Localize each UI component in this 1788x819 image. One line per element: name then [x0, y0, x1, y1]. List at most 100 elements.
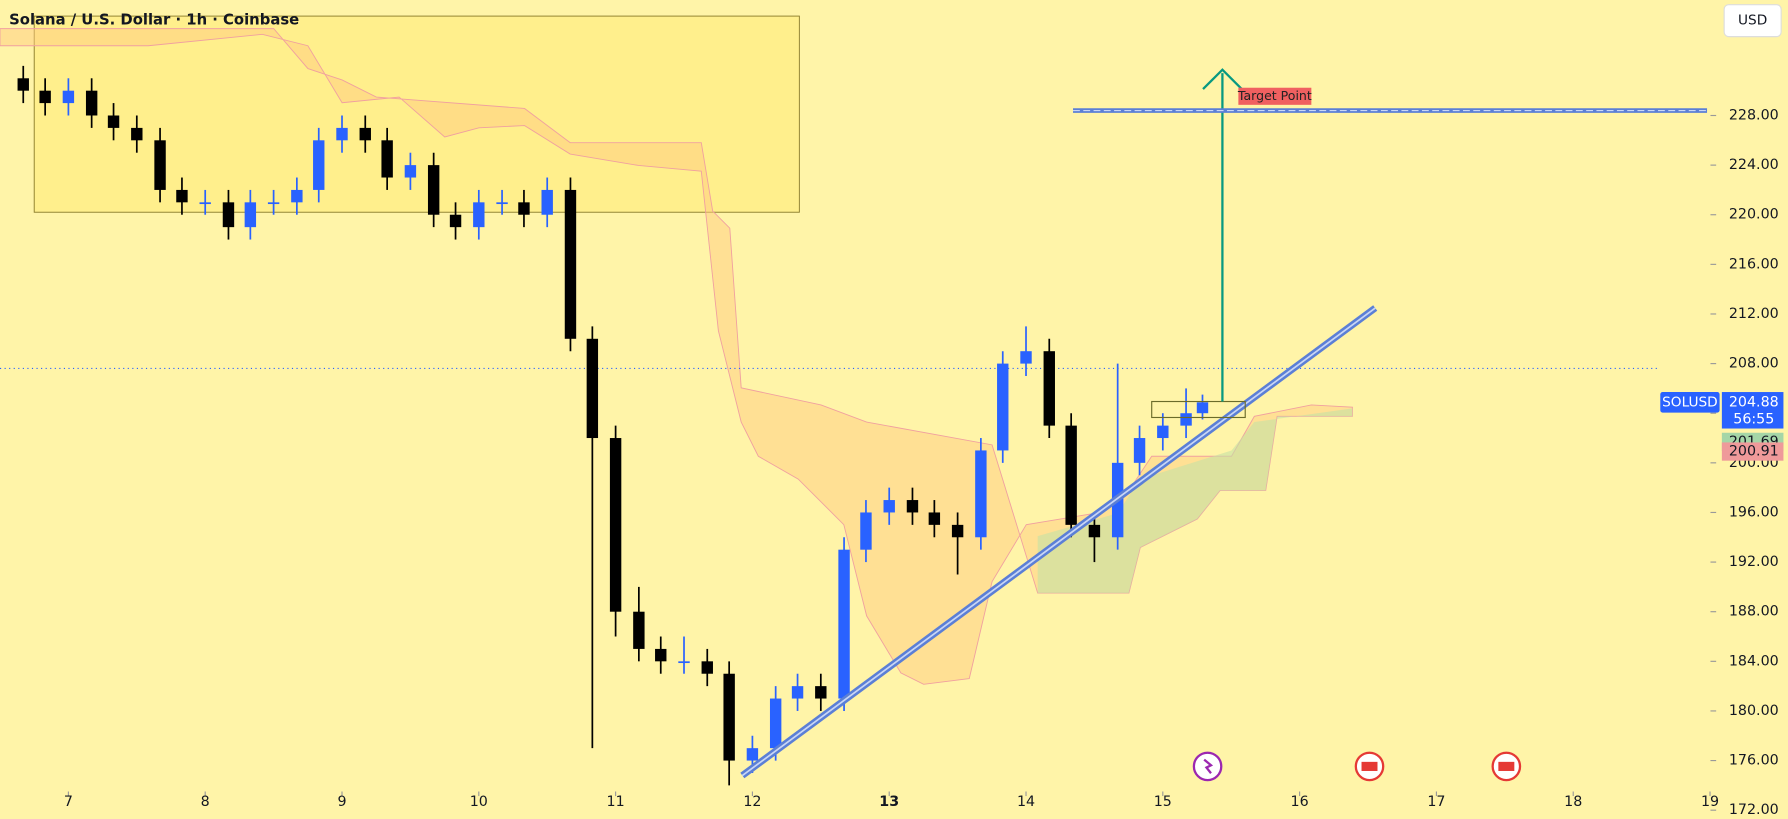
- target-label-bg: [1238, 87, 1312, 105]
- candle-body: [291, 189, 303, 203]
- candle-body: [381, 140, 393, 178]
- candle-body: [1133, 438, 1146, 463]
- candle-body: [633, 611, 645, 649]
- candle-body: [17, 78, 29, 91]
- candle-body: [746, 748, 759, 761]
- candle-body: [541, 189, 553, 215]
- candle-body: [449, 214, 462, 228]
- candle-body: [62, 90, 75, 104]
- y-tick-label: 216.00: [1729, 256, 1779, 272]
- candle-body: [655, 648, 667, 662]
- candle-body: [518, 202, 530, 215]
- ichimoku-cloud: [0, 28, 1353, 685]
- candle-body: [1196, 402, 1209, 414]
- candle-body: [975, 450, 987, 538]
- y-tick-label: 220.00: [1729, 207, 1779, 223]
- candle-body: [107, 115, 120, 128]
- candle-body: [496, 202, 508, 205]
- candle-body: [1043, 351, 1055, 426]
- x-tick-label: 14: [1017, 794, 1035, 810]
- y-tick-label: 172.00: [1729, 802, 1779, 818]
- countdown-label: 56:55: [1733, 411, 1774, 427]
- candle-body: [1157, 425, 1169, 439]
- flag-icon: [1354, 751, 1385, 782]
- x-tick-label: 7: [64, 794, 73, 810]
- candle-body: [267, 202, 280, 205]
- ichimoku-cloud-green: [1037, 408, 1353, 594]
- x-tick-label: 15: [1154, 794, 1172, 810]
- candle-body: [701, 661, 713, 674]
- candle-body: [427, 165, 440, 215]
- chart-title: Solana / U.S. Dollar · 1h · Coinbase: [9, 12, 299, 29]
- y-tick-label: 184.00: [1729, 653, 1779, 669]
- currency: USD: [1738, 13, 1767, 29]
- x-tick-label: 12: [743, 794, 761, 810]
- y-tick-label: 176.00: [1729, 753, 1779, 769]
- target-label: Target Point: [1237, 88, 1312, 103]
- currency-button[interactable]: [1723, 4, 1782, 38]
- y-tick-label: 208.00: [1729, 356, 1779, 372]
- y-tick-label: 188.00: [1729, 604, 1779, 620]
- x-tick-label: 8: [201, 794, 210, 810]
- candle-body: [906, 500, 919, 513]
- candle-body: [1088, 524, 1101, 538]
- last-price-badge: [1721, 392, 1784, 429]
- candle-body: [997, 363, 1009, 451]
- candle-body: [154, 140, 166, 190]
- candle-body: [336, 127, 348, 141]
- x-tick-label: 17: [1427, 794, 1445, 810]
- candle-body: [404, 165, 417, 178]
- candle-body: [176, 189, 188, 203]
- y-tick-label: 196.00: [1729, 504, 1779, 520]
- candle-body: [951, 524, 964, 538]
- candle-body: [586, 338, 599, 439]
- x-tick-label: 9: [337, 794, 346, 810]
- candle-body: [131, 127, 143, 141]
- x-tick-label: 18: [1564, 794, 1582, 810]
- x-tick-label: 11: [607, 794, 625, 810]
- y-tick-label: 180.00: [1729, 703, 1779, 719]
- candle-body: [313, 140, 325, 190]
- candle-body: [1180, 413, 1192, 426]
- candle-body: [815, 686, 827, 699]
- x-tick-label: 10: [470, 794, 488, 810]
- symbol-badge: [1660, 392, 1720, 413]
- last-price-label: 204.88: [1729, 394, 1779, 410]
- candle-body: [222, 202, 235, 228]
- symbol-label: SOLUSD: [1662, 394, 1718, 410]
- candle-body: [838, 549, 850, 699]
- flag-icon: [1491, 751, 1522, 782]
- target-arrow-head: [1202, 68, 1243, 90]
- candle-body: [473, 202, 485, 228]
- candle-body: [791, 686, 804, 699]
- candle-body: [928, 512, 941, 525]
- x-tick-label: 13: [879, 794, 899, 810]
- y-tick-label: 224.00: [1729, 157, 1779, 173]
- event-icon: [1192, 751, 1223, 782]
- level-label: 200.91: [1729, 444, 1779, 460]
- candle-body: [769, 698, 782, 749]
- y-tick-label: 212.00: [1729, 306, 1779, 322]
- candle-body: [678, 661, 690, 664]
- y-tick-label: 228.00: [1729, 107, 1779, 123]
- candle-body: [883, 500, 895, 513]
- candle-body: [564, 189, 577, 339]
- trendline-inner: [741, 307, 1376, 777]
- candle-body: [199, 202, 211, 205]
- candle-body: [1020, 351, 1032, 364]
- x-tick-label: 19: [1701, 794, 1719, 810]
- candles: [17, 65, 1209, 786]
- candle-body: [1065, 425, 1077, 525]
- level-badge: [1721, 442, 1784, 461]
- candle-body: [723, 673, 735, 761]
- candle-body: [609, 438, 622, 612]
- candle-body: [244, 202, 257, 228]
- candle-body: [85, 90, 98, 116]
- candle-body: [359, 127, 371, 141]
- candle-body: [39, 90, 51, 104]
- y-tick-label: 192.00: [1729, 554, 1779, 570]
- candle-body: [860, 512, 872, 550]
- consolidation-box: [1151, 400, 1246, 419]
